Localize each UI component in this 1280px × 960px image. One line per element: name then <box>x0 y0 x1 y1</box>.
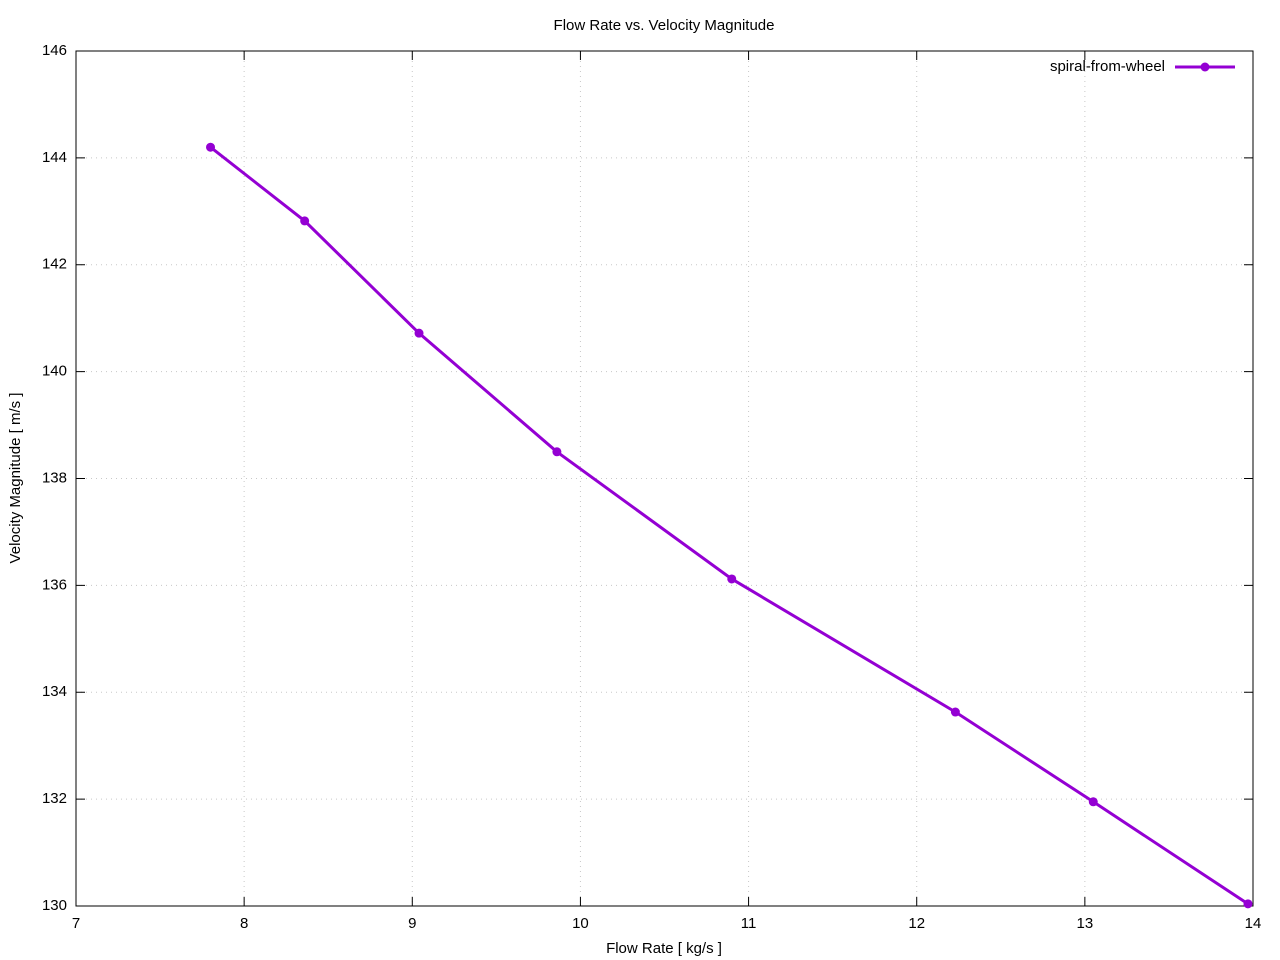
x-axis-label: Flow Rate [ kg/s ] <box>606 940 722 957</box>
legend-label: spiral-from-wheel <box>1050 58 1165 75</box>
y-tick-label: 132 <box>42 790 67 807</box>
y-tick-label: 130 <box>42 897 67 914</box>
series-line <box>209 146 1249 906</box>
y-tick-label: 138 <box>42 469 67 486</box>
y-tick-label: 144 <box>42 149 67 166</box>
x-tick-label: 10 <box>572 915 589 932</box>
data-point <box>206 142 216 152</box>
y-tick-label: 140 <box>42 363 67 380</box>
x-tick-label: 9 <box>408 915 416 932</box>
y-axis-label: Velocity Magnitude [ m/s ] <box>7 393 24 564</box>
x-tick-label: 7 <box>72 915 80 932</box>
data-point <box>1243 899 1253 909</box>
data-point <box>300 216 310 226</box>
data-point <box>552 447 562 457</box>
x-tick-label: 13 <box>1077 915 1094 932</box>
data-point <box>950 707 960 717</box>
x-tick-label: 8 <box>240 915 248 932</box>
y-tick-label: 136 <box>42 576 67 593</box>
plot-border <box>75 50 1254 907</box>
legend-marker <box>1200 62 1210 72</box>
data-point <box>414 328 424 338</box>
y-tick-label: 146 <box>42 42 67 59</box>
x-tick-label: 12 <box>908 915 925 932</box>
x-tick-label: 14 <box>1245 915 1262 932</box>
data-point <box>1088 797 1098 807</box>
data-point <box>727 574 737 584</box>
y-tick-label: 134 <box>42 683 67 700</box>
chart-title: Flow Rate vs. Velocity Magnitude <box>554 17 775 34</box>
x-tick-label: 11 <box>741 915 757 932</box>
y-tick-label: 142 <box>42 256 67 273</box>
